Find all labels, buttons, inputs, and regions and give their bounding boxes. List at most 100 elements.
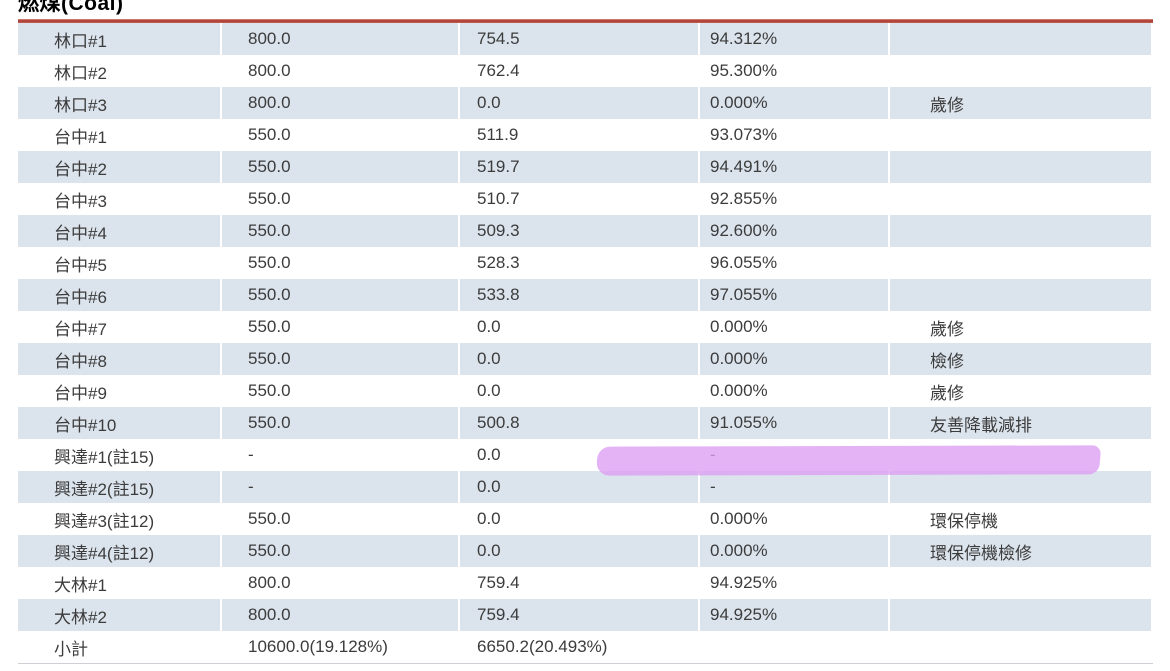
note-cell bbox=[890, 151, 1153, 183]
net-generation-cell: 0.0 bbox=[460, 311, 700, 343]
generation-percent-cell bbox=[700, 631, 890, 663]
net-generation-cell: 759.4 bbox=[460, 599, 700, 631]
generation-percent-cell: 92.855% bbox=[700, 183, 890, 215]
unit-name-cell: 台中#6 bbox=[18, 279, 222, 311]
table-row: 台中#10 550.0 500.8 91.055% 友善降載減排 bbox=[18, 407, 1153, 439]
table-row: 大林#2 800.0 759.4 94.925% bbox=[18, 599, 1153, 631]
table-row: 大林#1 800.0 759.4 94.925% bbox=[18, 567, 1153, 599]
unit-name-cell: 興達#3(註12) bbox=[18, 503, 222, 535]
note-cell bbox=[890, 215, 1153, 247]
table-row: 林口#3 800.0 0.0 0.000% 歲修 bbox=[18, 87, 1153, 119]
note-cell bbox=[890, 599, 1153, 631]
note-cell bbox=[890, 439, 1153, 471]
net-generation-cell: 762.4 bbox=[460, 55, 700, 87]
note-cell: 歲修 bbox=[890, 375, 1153, 407]
capacity-cell: 550.0 bbox=[222, 535, 460, 567]
note-cell: 環保停機 bbox=[890, 503, 1153, 535]
net-generation-cell: 0.0 bbox=[460, 471, 700, 503]
net-generation-cell: 759.4 bbox=[460, 567, 700, 599]
note-cell bbox=[890, 631, 1153, 663]
note-cell: 環保停機檢修 bbox=[890, 535, 1153, 567]
note-cell bbox=[890, 279, 1153, 311]
generation-percent-cell: - bbox=[700, 471, 890, 503]
unit-name-cell: 台中#1 bbox=[18, 119, 222, 151]
unit-name-cell: 台中#5 bbox=[18, 247, 222, 279]
unit-name-cell: 台中#2 bbox=[18, 151, 222, 183]
capacity-cell: - bbox=[222, 471, 460, 503]
table-row: 台中#5 550.0 528.3 96.055% bbox=[18, 247, 1153, 279]
capacity-cell: 10600.0(19.128%) bbox=[222, 631, 460, 663]
generation-percent-cell: 94.925% bbox=[700, 599, 890, 631]
note-cell bbox=[890, 119, 1153, 151]
capacity-cell: 550.0 bbox=[222, 119, 460, 151]
capacity-cell: 550.0 bbox=[222, 375, 460, 407]
table-row: 台中#1 550.0 511.9 93.073% bbox=[18, 119, 1153, 151]
note-cell: 歲修 bbox=[890, 311, 1153, 343]
capacity-cell: 550.0 bbox=[222, 247, 460, 279]
net-generation-cell: 500.8 bbox=[460, 407, 700, 439]
red-divider-rule bbox=[18, 19, 1153, 23]
capacity-cell: 550.0 bbox=[222, 279, 460, 311]
capacity-cell: 800.0 bbox=[222, 567, 460, 599]
generation-percent-cell: - bbox=[700, 439, 890, 471]
generation-percent-cell: 97.055% bbox=[700, 279, 890, 311]
capacity-cell: 800.0 bbox=[222, 23, 460, 55]
unit-name-cell: 台中#3 bbox=[18, 183, 222, 215]
net-generation-cell: 0.0 bbox=[460, 343, 700, 375]
capacity-cell: 550.0 bbox=[222, 503, 460, 535]
unit-name-cell: 興達#2(註15) bbox=[18, 471, 222, 503]
generation-percent-cell: 94.312% bbox=[700, 23, 890, 55]
generation-percent-cell: 94.925% bbox=[700, 567, 890, 599]
generation-percent-cell: 0.000% bbox=[700, 87, 890, 119]
note-cell: 歲修 bbox=[890, 87, 1153, 119]
table-row: 台中#2 550.0 519.7 94.491% bbox=[18, 151, 1153, 183]
generation-percent-cell: 0.000% bbox=[700, 503, 890, 535]
net-generation-cell: 509.3 bbox=[460, 215, 700, 247]
table-row: 台中#9 550.0 0.0 0.000% 歲修 bbox=[18, 375, 1153, 407]
table-row: 林口#2 800.0 762.4 95.300% bbox=[18, 55, 1153, 87]
unit-name-cell: 小計 bbox=[18, 631, 222, 663]
unit-name-cell: 台中#7 bbox=[18, 311, 222, 343]
unit-name-cell: 興達#1(註15) bbox=[18, 439, 222, 471]
generation-percent-cell: 0.000% bbox=[700, 535, 890, 567]
net-generation-cell: 0.0 bbox=[460, 87, 700, 119]
capacity-cell: 550.0 bbox=[222, 183, 460, 215]
unit-name-cell: 台中#4 bbox=[18, 215, 222, 247]
unit-name-cell: 台中#10 bbox=[18, 407, 222, 439]
unit-name-cell: 林口#3 bbox=[18, 87, 222, 119]
table-row: 林口#1 800.0 754.5 94.312% bbox=[18, 23, 1153, 55]
capacity-cell: 550.0 bbox=[222, 215, 460, 247]
unit-name-cell: 林口#1 bbox=[18, 23, 222, 55]
unit-name-cell: 大林#2 bbox=[18, 599, 222, 631]
capacity-cell: 550.0 bbox=[222, 343, 460, 375]
net-generation-cell: 0.0 bbox=[460, 439, 700, 471]
capacity-cell: 800.0 bbox=[222, 55, 460, 87]
net-generation-cell: 0.0 bbox=[460, 375, 700, 407]
net-generation-cell: 528.3 bbox=[460, 247, 700, 279]
net-generation-cell: 754.5 bbox=[460, 23, 700, 55]
unit-name-cell: 林口#2 bbox=[18, 55, 222, 87]
table-row: 台中#3 550.0 510.7 92.855% bbox=[18, 183, 1153, 215]
table-row: 興達#4(註12) 550.0 0.0 0.000% 環保停機檢修 bbox=[18, 535, 1153, 567]
net-generation-cell: 6650.2(20.493%) bbox=[460, 631, 700, 663]
generation-percent-cell: 0.000% bbox=[700, 343, 890, 375]
table-row: 台中#4 550.0 509.3 92.600% bbox=[18, 215, 1153, 247]
capacity-cell: - bbox=[222, 439, 460, 471]
note-cell bbox=[890, 23, 1153, 55]
table-row: 興達#2(註15) - 0.0 - bbox=[18, 471, 1153, 503]
unit-name-cell: 台中#8 bbox=[18, 343, 222, 375]
generation-percent-cell: 92.600% bbox=[700, 215, 890, 247]
coal-units-tbody: 林口#1 800.0 754.5 94.312% 林口#2 800.0 762.… bbox=[18, 23, 1153, 663]
unit-name-cell: 台中#9 bbox=[18, 375, 222, 407]
capacity-cell: 550.0 bbox=[222, 151, 460, 183]
net-generation-cell: 511.9 bbox=[460, 119, 700, 151]
note-cell: 檢修 bbox=[890, 343, 1153, 375]
net-generation-cell: 519.7 bbox=[460, 151, 700, 183]
table-row: 台中#6 550.0 533.8 97.055% bbox=[18, 279, 1153, 311]
table-row: 興達#1(註15) - 0.0 - bbox=[18, 439, 1153, 471]
capacity-cell: 550.0 bbox=[222, 407, 460, 439]
note-cell bbox=[890, 247, 1153, 279]
coal-units-table: 林口#1 800.0 754.5 94.312% 林口#2 800.0 762.… bbox=[18, 23, 1153, 664]
note-cell bbox=[890, 471, 1153, 503]
unit-name-cell: 興達#4(註12) bbox=[18, 535, 222, 567]
